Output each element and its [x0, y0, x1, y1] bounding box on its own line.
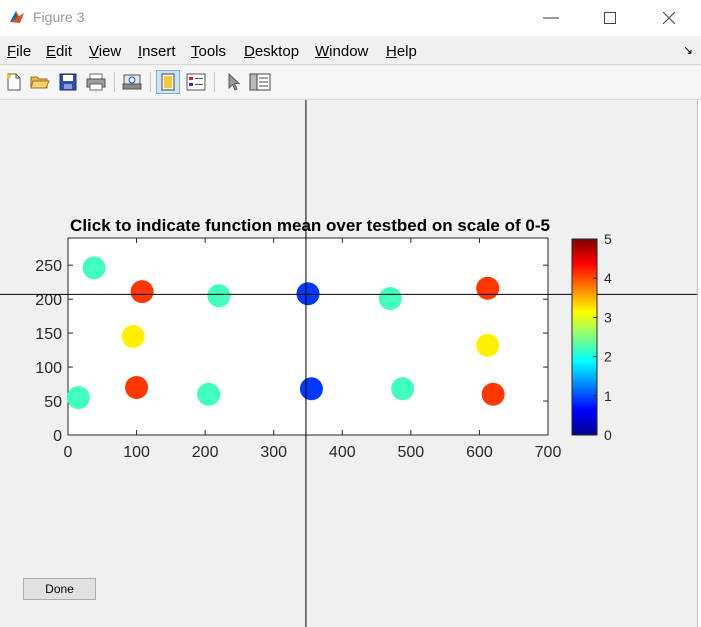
menu-view[interactable]: View: [89, 43, 122, 60]
y-tick-label: 50: [44, 394, 62, 411]
menu-tools[interactable]: Tools: [191, 43, 227, 60]
chart-title: Click to indicate function mean over tes…: [70, 216, 550, 235]
menu-file[interactable]: File: [7, 43, 32, 60]
plot-area[interactable]: [67, 237, 549, 436]
x-tick-label: 700: [535, 444, 562, 461]
window-title: Figure 3: [33, 9, 85, 25]
menu-desktop[interactable]: Desktop: [244, 43, 300, 60]
menu-separator: [0, 64, 701, 65]
new-figure-icon[interactable]: [2, 70, 26, 94]
save-icon[interactable]: [56, 70, 80, 94]
scatter-point: [391, 377, 415, 401]
toolbar-separator: [114, 72, 115, 92]
x-tick-label: 400: [329, 444, 356, 461]
toolbar: [0, 66, 701, 98]
colorbar-tick-label: 1: [604, 388, 612, 404]
scatter-point: [481, 382, 505, 406]
menu-window[interactable]: Window: [315, 43, 369, 60]
dock-arrow-icon[interactable]: ↘: [682, 43, 693, 57]
insert-legend-icon[interactable]: [184, 70, 208, 94]
print-icon[interactable]: [84, 70, 108, 94]
dock-figure-icon[interactable]: [156, 70, 180, 94]
scatter-point: [476, 333, 500, 357]
open-file-icon[interactable]: [28, 70, 52, 94]
menu-edit[interactable]: Edit: [46, 43, 72, 60]
scatter-point: [378, 286, 402, 310]
right-scroll-edge: [697, 100, 701, 627]
y-tick-label: 0: [53, 428, 62, 445]
menu-bar: File Edit View Insert Tools Desktop Wind…: [0, 40, 701, 62]
select-arrow-icon[interactable]: [222, 70, 246, 94]
colorbar-ticks: 0 1 2 3 4 5: [593, 231, 612, 443]
scatter-point: [121, 325, 145, 348]
close-icon[interactable]: [646, 0, 692, 36]
scatter-point: [125, 375, 149, 399]
colorbar-tick-label: 5: [604, 231, 612, 247]
colorbar-tick-label: 2: [604, 349, 612, 365]
scatter-point: [476, 276, 500, 300]
done-button[interactable]: Done: [23, 578, 96, 600]
x-tick-label: 200: [192, 444, 219, 461]
print-preview-icon[interactable]: [120, 70, 144, 94]
x-axis: 0 100 200 300 400 500 600 700: [64, 238, 562, 461]
toolbar-separator: [214, 72, 215, 92]
scatter-point: [82, 256, 106, 280]
maximize-icon[interactable]: [587, 0, 633, 36]
scatter-point: [296, 282, 320, 306]
x-tick-label: 0: [64, 444, 73, 461]
colorbar-tick-label: 3: [604, 309, 612, 325]
scatter-point: [130, 280, 154, 304]
menu-help[interactable]: Help: [386, 43, 417, 60]
x-tick-label: 500: [398, 444, 425, 461]
minimize-icon[interactable]: —: [543, 9, 559, 26]
x-tick-label: 600: [466, 444, 493, 461]
menu-insert[interactable]: Insert: [138, 43, 176, 60]
x-tick-label: 300: [260, 444, 287, 461]
y-tick-label: 250: [35, 258, 62, 275]
scatter-point: [299, 377, 323, 401]
toolbar-separator-line: [0, 99, 701, 100]
matlab-logo-icon: [10, 11, 24, 23]
y-tick-label: 150: [35, 326, 62, 343]
colorbar: [571, 238, 598, 436]
colorbar-tick-label: 0: [604, 427, 612, 443]
scatter-point: [66, 386, 90, 410]
window-titlebar: Figure 3 —: [0, 0, 701, 36]
property-editor-icon[interactable]: [248, 70, 272, 94]
toolbar-separator: [150, 72, 151, 92]
y-tick-label: 100: [35, 360, 62, 377]
y-axis: 0 50 100 150 200 250: [35, 258, 548, 445]
x-tick-label: 100: [123, 444, 150, 461]
scatter-point: [207, 284, 231, 308]
scatter-point: [197, 382, 221, 406]
colorbar-tick-label: 4: [604, 270, 612, 286]
y-tick-label: 200: [35, 292, 62, 309]
